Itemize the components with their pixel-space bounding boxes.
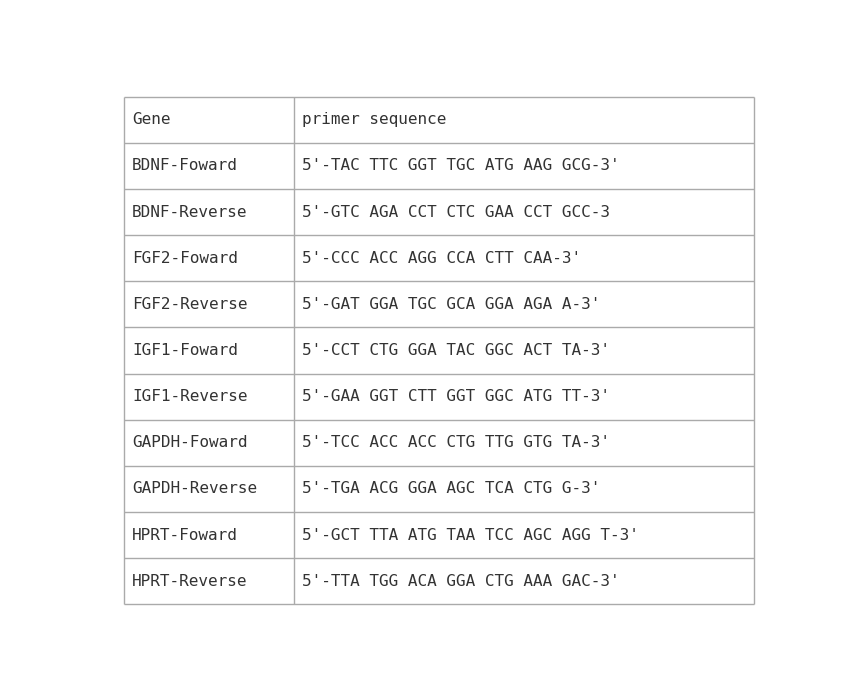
Text: 5'-GAA GGT CTT GGT GGC ATG TT-3': 5'-GAA GGT CTT GGT GGC ATG TT-3' (302, 389, 610, 404)
Text: FGF2-Reverse: FGF2-Reverse (132, 297, 247, 312)
Text: 5'-GCT TTA ATG TAA TCC AGC AGG T-3': 5'-GCT TTA ATG TAA TCC AGC AGG T-3' (302, 527, 639, 543)
Text: HPRT-Reverse: HPRT-Reverse (132, 574, 247, 589)
Text: IGF1-Foward: IGF1-Foward (132, 343, 238, 358)
Text: 5'-GTC AGA CCT CTC GAA CCT GCC-3: 5'-GTC AGA CCT CTC GAA CCT GCC-3 (302, 205, 610, 219)
Text: primer sequence: primer sequence (302, 112, 447, 127)
Text: 5'-CCT CTG GGA TAC GGC ACT TA-3': 5'-CCT CTG GGA TAC GGC ACT TA-3' (302, 343, 610, 358)
Text: IGF1-Reverse: IGF1-Reverse (132, 389, 247, 404)
Text: 5'-TCC ACC ACC CTG TTG GTG TA-3': 5'-TCC ACC ACC CTG TTG GTG TA-3' (302, 435, 610, 450)
Text: 5'-CCC ACC AGG CCA CTT CAA-3': 5'-CCC ACC AGG CCA CTT CAA-3' (302, 251, 581, 266)
Text: 5'-GAT GGA TGC GCA GGA AGA A-3': 5'-GAT GGA TGC GCA GGA AGA A-3' (302, 297, 601, 312)
Text: 5'-TGA ACG GGA AGC TCA CTG G-3': 5'-TGA ACG GGA AGC TCA CTG G-3' (302, 482, 601, 496)
Text: 5'-TTA TGG ACA GGA CTG AAA GAC-3': 5'-TTA TGG ACA GGA CTG AAA GAC-3' (302, 574, 620, 589)
Text: GAPDH-Foward: GAPDH-Foward (132, 435, 247, 450)
Text: BDNF-Foward: BDNF-Foward (132, 158, 238, 174)
Text: FGF2-Foward: FGF2-Foward (132, 251, 238, 266)
Text: GAPDH-Reverse: GAPDH-Reverse (132, 482, 258, 496)
Text: Gene: Gene (132, 112, 170, 127)
Text: BDNF-Reverse: BDNF-Reverse (132, 205, 247, 219)
Text: HPRT-Foward: HPRT-Foward (132, 527, 238, 543)
Text: 5'-TAC TTC GGT TGC ATG AAG GCG-3': 5'-TAC TTC GGT TGC ATG AAG GCG-3' (302, 158, 620, 174)
